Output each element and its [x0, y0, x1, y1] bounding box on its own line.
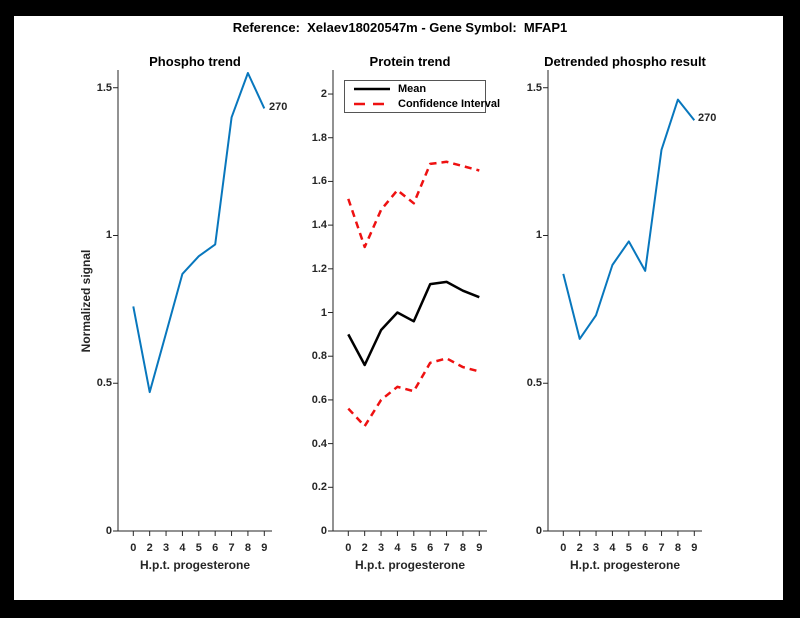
- mean-line-swatch: [354, 87, 390, 91]
- y-tick-label: 1: [535, 229, 542, 242]
- plot2-title: Protein trend: [369, 54, 451, 69]
- plot3-title: Detrended phospho result: [544, 54, 706, 69]
- series-line-phospho-signal: [132, 72, 266, 394]
- plot3-x-axis-label: H.p.t. progesterone: [569, 558, 680, 572]
- y-tick-label: 0.5: [526, 377, 542, 390]
- confidence-interval-swatch: [354, 102, 390, 106]
- y-tick-label: 2: [320, 88, 327, 101]
- legend-label-mean: Mean: [398, 83, 427, 95]
- legend-label-confidence-interval: Confidence Interval: [398, 98, 501, 110]
- x-tick-label: 5: [195, 542, 202, 554]
- legend-box: Mean Confidence Interval: [344, 80, 500, 113]
- plot2-x-axis-label: H.p.t. progesterone: [354, 558, 465, 572]
- y-tick-label: 1.6: [311, 175, 327, 188]
- x-tick-label: 2: [146, 542, 153, 554]
- series-line-confidence-upper: [347, 160, 480, 249]
- y-tick-label: 1.5: [96, 81, 112, 94]
- x-tick-label: 2: [361, 542, 368, 554]
- x-tick-label: 0: [560, 542, 567, 554]
- plot1-x-axis-label: H.p.t. progesterone: [139, 558, 250, 572]
- y-tick-label: 1.2: [311, 262, 327, 275]
- plot1-endpoint-annotation: 270: [269, 101, 288, 113]
- x-tick-label: 4: [179, 542, 186, 554]
- x-tick-label: 6: [642, 542, 649, 554]
- figure-title: Reference: Xelaev18020547m - Gene Symbol…: [232, 20, 568, 35]
- y-tick-label: 0.5: [96, 377, 112, 390]
- y-tick-label: 0.8: [311, 350, 327, 363]
- series-line-detrended-phospho: [562, 98, 696, 340]
- y-tick-label: 1.5: [526, 81, 542, 94]
- series-line-mean: [347, 280, 480, 367]
- x-tick-label: 4: [609, 542, 616, 554]
- plot1-y-axis-label: Normalized signal: [79, 249, 93, 353]
- x-tick-label: 8: [244, 542, 251, 554]
- x-tick-label: 7: [658, 542, 665, 554]
- x-tick-label: 3: [377, 542, 385, 554]
- x-tick-label: 5: [410, 542, 417, 554]
- x-tick-label: 2: [576, 542, 583, 554]
- x-tick-label: 8: [674, 542, 681, 554]
- x-tick-label: 9: [476, 542, 483, 554]
- x-tick-label: 0: [345, 542, 352, 554]
- x-tick-label: 6: [427, 542, 434, 554]
- y-tick-label: 1: [320, 306, 327, 319]
- y-tick-label: 0.4: [311, 437, 327, 450]
- x-tick-label: 7: [443, 542, 450, 554]
- series-line-confidence-lower: [347, 357, 480, 428]
- x-tick-label: 4: [394, 542, 401, 554]
- x-tick-label: 7: [228, 542, 235, 554]
- y-tick-label: 0: [320, 525, 327, 537]
- x-tick-label: 3: [162, 542, 170, 554]
- x-tick-label: 0: [130, 542, 137, 554]
- legend-item-mean: Mean: [345, 82, 485, 96]
- plot3-endpoint-annotation: 270: [698, 112, 717, 124]
- x-tick-label: 6: [212, 542, 219, 554]
- figure-canvas: [14, 16, 783, 600]
- plot1-title: Phospho trend: [149, 54, 241, 69]
- x-tick-label: 5: [625, 542, 632, 554]
- y-tick-label: 0: [535, 525, 542, 537]
- legend-item-confidence-interval: Confidence Interval: [345, 97, 500, 111]
- y-tick-label: 0.6: [311, 393, 327, 406]
- x-tick-label: 8: [459, 542, 466, 554]
- y-tick-label: 0.2: [311, 481, 327, 494]
- y-tick-label: 1.4: [311, 219, 327, 232]
- y-tick-label: 0: [105, 525, 112, 537]
- y-tick-label: 1: [105, 229, 112, 242]
- y-tick-label: 1.8: [311, 131, 327, 144]
- x-tick-label: 9: [261, 542, 268, 554]
- x-tick-label: 3: [592, 542, 600, 554]
- x-tick-label: 9: [691, 542, 698, 554]
